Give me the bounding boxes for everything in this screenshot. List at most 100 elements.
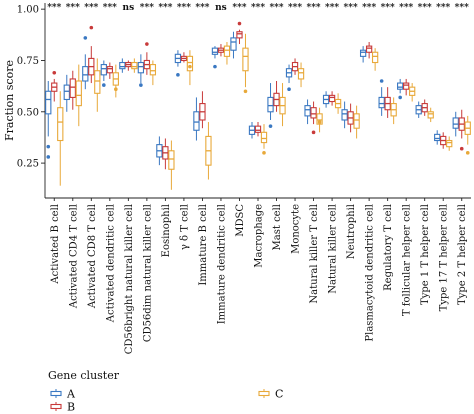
significance-label: *** — [325, 3, 339, 13]
box-b — [273, 81, 280, 112]
box-body — [341, 109, 348, 121]
box-a — [359, 46, 367, 63]
box-body — [365, 45, 373, 53]
box-body — [236, 31, 243, 39]
x-tick-label: Type 2 T helper cell — [457, 204, 468, 305]
y-tick-label: 0.50 — [17, 107, 39, 118]
outlier-point — [139, 83, 143, 87]
box-body — [230, 37, 237, 51]
box-b — [440, 132, 447, 149]
legend-label: A — [66, 388, 76, 401]
box-a — [322, 91, 330, 108]
legend-swatch — [258, 390, 270, 397]
box-body — [119, 61, 126, 70]
x-tick-label: Type 17 T helper cell — [439, 204, 450, 311]
box-body — [94, 70, 101, 94]
x-tick-label: Activated B cell — [50, 204, 61, 285]
box-body — [304, 105, 311, 117]
box-a — [267, 83, 274, 128]
outlier-point — [102, 83, 106, 87]
box-body — [316, 113, 323, 125]
box-c — [75, 64, 82, 127]
outlier-point — [398, 95, 402, 100]
box-b — [328, 91, 336, 106]
outlier-point — [89, 25, 94, 30]
outlier-point — [114, 87, 118, 92]
box-body — [45, 90, 52, 115]
significance-label: *** — [381, 3, 395, 13]
box-c — [260, 124, 268, 155]
box-c — [409, 83, 416, 102]
box-body — [446, 139, 453, 148]
y-ticks: 0.25 0.50 0.75 1.00 — [17, 5, 45, 170]
significance-label: *** — [66, 3, 80, 13]
outlier-point — [83, 36, 88, 40]
box-c — [94, 58, 101, 112]
outlier-point — [243, 89, 248, 94]
box-b — [403, 78, 410, 96]
legend: Gene cluster AB C — [48, 369, 283, 414]
box-b — [458, 109, 465, 151]
box-body — [100, 64, 107, 76]
box-b — [125, 60, 132, 71]
box-a — [100, 60, 107, 87]
legend-swatch — [50, 390, 62, 397]
significance-label: *** — [436, 3, 450, 13]
x-tick-label: CD56dim natural killer cell — [142, 204, 153, 342]
outlier-point — [52, 70, 57, 75]
box-b — [347, 103, 354, 133]
box-body — [223, 45, 231, 57]
box-c — [446, 136, 453, 151]
box-c — [131, 58, 138, 73]
significance-label: *** — [195, 3, 209, 13]
box-body — [353, 113, 360, 129]
box-b — [310, 101, 317, 135]
box-c — [168, 140, 175, 190]
box-b — [421, 99, 428, 116]
box-c — [464, 115, 471, 155]
significance-label: *** — [232, 3, 246, 13]
x-tick-label: Macrophage — [254, 204, 265, 268]
box-c — [112, 64, 119, 98]
box-body — [149, 64, 157, 76]
box-c — [242, 33, 249, 94]
x-tick-label: T follicular helper cell — [402, 204, 413, 316]
x-tick-label: Immature dendritic cell — [216, 204, 227, 324]
box-b — [217, 44, 225, 57]
box-body — [82, 66, 89, 82]
significance-label: *** — [455, 3, 469, 13]
box-a — [63, 74, 70, 112]
box-body — [211, 47, 219, 55]
box-body — [131, 61, 138, 70]
box-a — [174, 50, 182, 77]
significance-label: *** — [269, 3, 283, 13]
x-ticks: Activated B cell Activated CD4 T cell Acti… — [50, 198, 468, 354]
significance-label: *** — [103, 3, 117, 13]
legend-label: B — [67, 401, 75, 414]
legend-title: Gene cluster — [48, 369, 120, 382]
box-b — [88, 25, 95, 84]
box-c — [186, 50, 194, 86]
outlier-point — [262, 151, 266, 155]
significance-label: ns — [215, 3, 227, 13]
legend-label: C — [275, 388, 283, 401]
box-body — [260, 131, 268, 144]
x-tick-label: Eosinophil — [161, 204, 172, 257]
box-c — [371, 48, 379, 71]
box-a — [45, 81, 52, 159]
box-a — [397, 78, 404, 100]
box-b — [384, 87, 391, 118]
significance-label: *** — [362, 3, 376, 13]
box-a — [137, 54, 145, 87]
x-tick-label: Natural killer cell — [328, 204, 339, 294]
outlier-point — [317, 120, 322, 124]
significance-label: *** — [177, 3, 191, 13]
box-body — [106, 66, 113, 74]
box-body — [57, 107, 64, 142]
box-body — [371, 51, 379, 64]
box-a — [304, 99, 311, 125]
x-tick-label: MDSC — [235, 204, 246, 237]
box-c — [297, 62, 305, 88]
box-c — [205, 122, 212, 180]
